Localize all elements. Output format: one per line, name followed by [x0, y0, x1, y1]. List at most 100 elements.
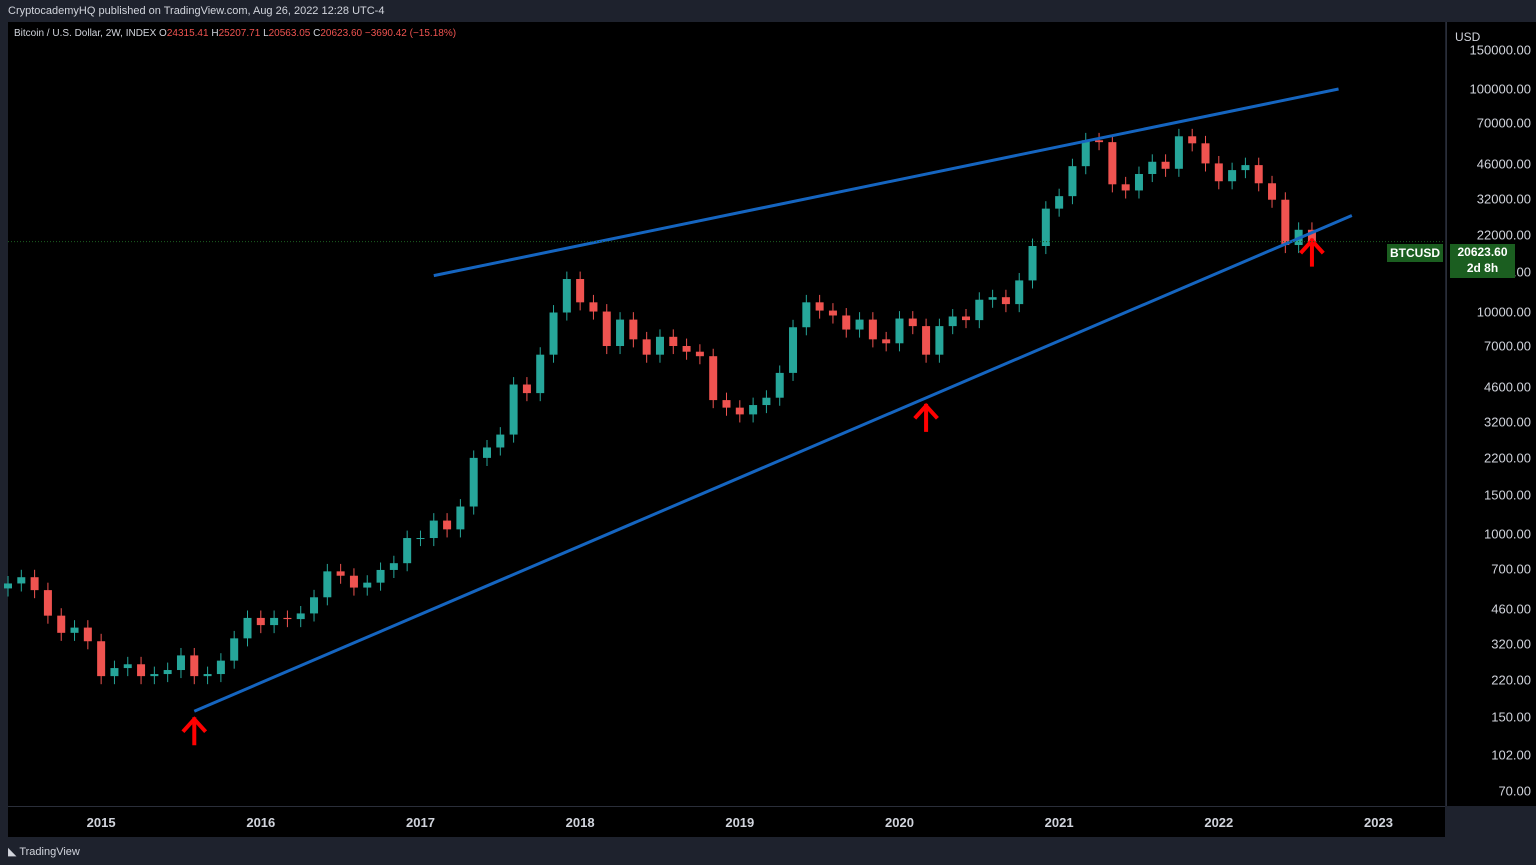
candle-body: [1028, 246, 1037, 281]
price-tick-label: 4600.00: [1484, 379, 1531, 395]
candle-body: [1121, 184, 1130, 191]
candle-body: [336, 571, 345, 576]
candle-body: [589, 302, 598, 312]
price-tick-label: 460.00: [1491, 601, 1531, 617]
footer-bar: ◣ TradingView: [0, 838, 1536, 865]
time-tick-label: 2018: [565, 815, 595, 830]
price-tick-label: 46000.00: [1476, 156, 1531, 172]
candle-body: [203, 674, 212, 677]
legend-low-label: L: [263, 28, 269, 39]
candle-body: [176, 655, 185, 671]
candle-body: [429, 520, 438, 539]
candle-body: [57, 615, 66, 633]
price-tick-label: 32000.00: [1476, 191, 1531, 207]
candle-body: [762, 397, 771, 406]
candle-body: [283, 617, 292, 620]
candle-body: [216, 660, 225, 675]
time-tick-label: 2015: [86, 815, 116, 830]
price-scale-unit: USD: [1455, 30, 1481, 44]
candle-body: [1015, 280, 1024, 305]
candle-body: [789, 327, 798, 373]
time-tick-label: 2023: [1364, 815, 1393, 830]
candle-body: [1041, 208, 1050, 247]
time-tick-label: 2020: [885, 815, 914, 830]
candle-body: [483, 447, 491, 458]
candle-body: [1068, 166, 1077, 197]
price-scale[interactable]: USD 150000.00 100000.00 70000.00 46000.00 32…: [1446, 22, 1536, 806]
up-arrow-marker: [181, 716, 208, 746]
symbol-legend: Bitcoin / U.S. Dollar, 2W, INDEX O24315.…: [14, 28, 456, 39]
candle-body: [456, 506, 465, 530]
candle-body: [137, 664, 146, 677]
legend-close-label: C: [313, 28, 321, 39]
candle-body: [349, 575, 358, 588]
price-tick-label: 1500.00: [1484, 487, 1531, 503]
time-tick-label: 2017: [406, 815, 435, 830]
candle-body: [828, 310, 837, 316]
time-tick-label: 2022: [1204, 815, 1234, 830]
candle-body: [190, 655, 199, 677]
price-tick-label: 70000.00: [1476, 115, 1531, 131]
time-scale[interactable]: 2015 2016 2017 2018 2019 2020 2021 2022 2023: [8, 806, 1445, 837]
candle-body: [83, 627, 92, 642]
candle-body: [868, 319, 877, 340]
price-tick-label: 102.00: [1491, 747, 1531, 763]
candle-body: [695, 351, 704, 357]
candle-body: [549, 312, 558, 355]
candle-body: [243, 617, 252, 639]
price-tick-label: 150.00: [1491, 709, 1531, 725]
candle-body: [1134, 173, 1143, 191]
candle-body: [962, 316, 970, 321]
candle-body: [17, 577, 26, 584]
legend-change-value: −3690.42 (−15.18%): [364, 28, 457, 39]
legend-low-value: 20563.05: [268, 28, 311, 39]
price-tick-label: 1000.00: [1484, 526, 1531, 542]
candle-body: [150, 674, 159, 677]
candle-body: [296, 613, 305, 620]
tradingview-logo: ◣ TradingView: [8, 845, 80, 858]
candle-body: [1174, 136, 1183, 169]
up-arrow-marker: [1299, 237, 1325, 267]
candle-body: [70, 627, 79, 633]
candle-body: [602, 311, 611, 347]
candle-body: [97, 641, 106, 677]
candle-body: [655, 336, 664, 355]
last-price-value: 20623.60: [1457, 245, 1508, 259]
candle-body: [935, 326, 944, 355]
candle-body: [576, 279, 585, 303]
candle-body: [43, 590, 52, 616]
time-tick-label: 2019: [725, 815, 755, 830]
candle-body: [855, 319, 864, 330]
time-tick-label: 2016: [246, 815, 276, 830]
candle-body: [496, 434, 505, 448]
candle-body: [110, 668, 119, 677]
publisher-bar: CryptocademyHQ published on TradingView.…: [0, 0, 1536, 22]
candle-body: [270, 617, 279, 626]
candle-body: [443, 520, 452, 530]
candle-body: [123, 664, 132, 669]
candle-body: [948, 316, 957, 327]
legend-open-value: 24315.41: [166, 28, 209, 39]
price-tick-label: 320.00: [1491, 636, 1531, 652]
candle-body: [735, 407, 744, 415]
candle-body: [1148, 161, 1157, 174]
candle-body: [536, 354, 545, 394]
candle-body: [682, 346, 691, 352]
candle-body: [416, 538, 425, 540]
candle-body: [616, 319, 625, 347]
candle-body: [1188, 136, 1197, 144]
candle-body: [629, 319, 638, 340]
candle-body: [522, 384, 531, 394]
candle-body: [310, 597, 319, 614]
candle-body: [1201, 143, 1210, 164]
candle-body: [882, 339, 891, 344]
price-tick-label: 220.00: [1491, 672, 1531, 688]
candle-body: [1268, 183, 1277, 200]
candle-body: [469, 457, 478, 507]
candle-body: [908, 318, 917, 327]
candle-body: [669, 336, 678, 347]
candle-body: [363, 582, 372, 588]
candle-body: [256, 617, 265, 626]
time-tick-label: 2021: [1044, 815, 1074, 830]
